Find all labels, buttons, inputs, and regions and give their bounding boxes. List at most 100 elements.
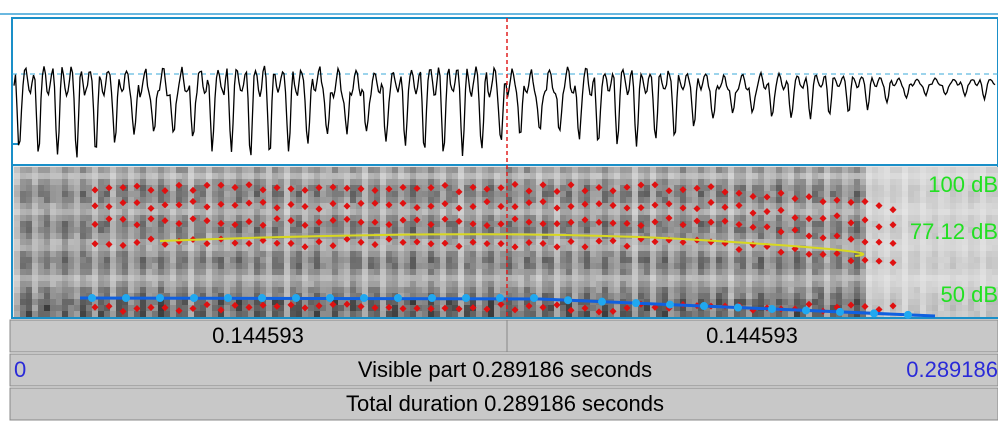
spectrogram-cell [716, 287, 722, 293]
spectrogram-cell [788, 275, 794, 281]
spectrogram-cell [452, 239, 458, 245]
spectrogram-cell [764, 173, 770, 179]
spectrogram-cell [158, 287, 164, 293]
spectrogram-cell [866, 305, 872, 311]
spectrogram-cell [350, 311, 356, 317]
spectrogram-cell [980, 185, 986, 191]
spectrogram-cell [224, 251, 230, 257]
spectrogram-cell [302, 275, 308, 281]
spectrogram-cell [362, 209, 368, 215]
spectrogram-cell [968, 191, 974, 197]
spectrogram-cell [146, 185, 152, 191]
spectrogram-cell [584, 209, 590, 215]
formant-dot [105, 203, 113, 211]
spectrogram-cell [950, 263, 956, 269]
spectrogram-cell [464, 305, 470, 311]
visible-part-button[interactable] [9, 353, 998, 387]
spectrogram-cell [308, 167, 314, 173]
spectrogram-cell [944, 311, 950, 317]
spectrogram-cell [470, 215, 476, 221]
spectrogram-cell [20, 167, 26, 173]
spectrogram-cell [20, 287, 26, 293]
formant-dot [105, 240, 113, 248]
spectrogram-cell [872, 269, 878, 275]
spectrogram-cell [548, 263, 554, 269]
spectrogram-cell [434, 263, 440, 269]
spectrogram-cell [302, 239, 308, 245]
spectrogram-cell [212, 197, 218, 203]
spectrogram-cell [518, 167, 524, 173]
formant-dot [483, 221, 491, 230]
spectrogram-cell [20, 227, 26, 233]
spectrogram-cell [128, 227, 134, 233]
spectrogram-cell [818, 179, 824, 185]
spectrogram-cell [452, 221, 458, 227]
spectrogram-cell [734, 197, 740, 203]
spectrogram-cell [386, 251, 392, 257]
spectrogram-cell [980, 287, 986, 293]
spectrogram-cell [644, 179, 650, 185]
spectrogram-cell [488, 287, 494, 293]
spectrogram-cell [434, 173, 440, 179]
spectrogram-cell [698, 257, 704, 263]
spectrogram-cell [944, 263, 950, 269]
spectrogram-cell [146, 299, 152, 305]
spectrogram-cell [938, 191, 944, 197]
spectrogram-cell [350, 281, 356, 287]
spectrogram-cell [26, 281, 32, 287]
spectrogram-cell [692, 239, 698, 245]
spectrogram-cell [590, 257, 596, 263]
spectrogram-cell [134, 287, 140, 293]
spectrogram-cell [950, 251, 956, 257]
formant-dot [553, 204, 561, 212]
spectrogram-cell [404, 269, 410, 275]
spectrogram-cell [350, 293, 356, 299]
formant-dot [385, 201, 393, 209]
spectrogram-cell [716, 275, 722, 281]
spectrogram-cell [878, 221, 884, 227]
spectrogram-cell [800, 299, 806, 305]
spectrogram-cell [500, 275, 506, 281]
spectrogram-cell [860, 215, 866, 221]
spectrogram-cell [254, 293, 260, 299]
spectrogram-cell [206, 263, 212, 269]
spectrogram-cell [602, 173, 608, 179]
spectrogram-cell [692, 269, 698, 275]
spectrogram-cell [308, 221, 314, 227]
spectrogram-cell [842, 275, 848, 281]
spectrogram-cell [878, 197, 884, 203]
spectrogram-cell [596, 173, 602, 179]
spectrogram-cell [896, 245, 902, 251]
spectrogram-cell [662, 221, 668, 227]
spectrogram-cell [962, 269, 968, 275]
spectrogram-cell [386, 215, 392, 221]
time-segment-right[interactable] [506, 319, 998, 353]
spectrogram-cell [272, 203, 278, 209]
spectrogram-cell [422, 209, 428, 215]
spectrogram-cell [428, 233, 434, 239]
spectrogram-cell [992, 311, 998, 317]
spectrogram-cell [656, 281, 662, 287]
formant-dot [511, 203, 519, 211]
spectrogram-cell [212, 215, 218, 221]
spectrogram-cell [494, 215, 500, 221]
spectrogram-cell [338, 185, 344, 191]
total-duration-button[interactable] [9, 387, 998, 421]
spectrogram-cell [716, 233, 722, 239]
spectrogram-cell [440, 203, 446, 209]
spectrogram-cell [914, 197, 920, 203]
spectrogram-cell [230, 233, 236, 239]
spectrogram-cell [254, 209, 260, 215]
spectrogram-cell [170, 257, 176, 263]
time-segment-left[interactable] [9, 319, 508, 353]
spectrogram-cell [614, 275, 620, 281]
spectrogram-cell [908, 299, 914, 305]
spectrogram-cell [548, 293, 554, 299]
spectrogram-cell [848, 311, 854, 317]
spectrogram-cell [38, 275, 44, 281]
spectrogram-cell [62, 197, 68, 203]
spectrogram-cell [578, 167, 584, 173]
spectrogram-cell [362, 239, 368, 245]
spectrogram-cell [968, 173, 974, 179]
spectrogram-cell [776, 227, 782, 233]
